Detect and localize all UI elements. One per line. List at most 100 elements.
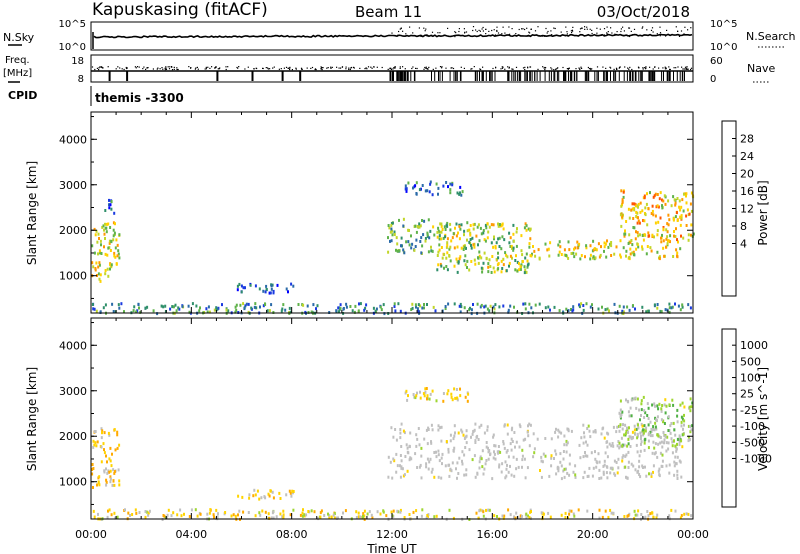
nave-dot — [134, 66, 136, 68]
data-cell — [400, 422, 403, 426]
data-cell — [461, 450, 464, 454]
data-cell — [473, 258, 476, 262]
data-cell — [512, 455, 515, 459]
nave-dot — [331, 66, 333, 68]
data-cell — [624, 432, 627, 436]
data-cell — [515, 244, 518, 248]
nave-dot — [330, 66, 332, 68]
data-cell — [643, 441, 646, 445]
nave-dot — [283, 67, 285, 69]
data-cell — [507, 470, 510, 474]
data-cell — [183, 512, 185, 516]
data-cell — [653, 452, 656, 456]
data-cell — [484, 223, 487, 227]
data-cell — [478, 250, 481, 254]
data-cell — [464, 254, 467, 258]
data-cell — [636, 221, 639, 225]
data-cell — [441, 256, 444, 260]
data-cell — [660, 409, 663, 413]
data-cell — [484, 462, 487, 466]
nave-dot — [425, 67, 427, 69]
data-cell — [457, 231, 459, 235]
data-cell — [284, 308, 287, 312]
sky-left-tick-bottom: 10^0 — [59, 42, 86, 53]
data-cell — [674, 444, 677, 448]
nave-dot — [135, 67, 137, 69]
data-cell — [109, 226, 112, 229]
data-cell — [148, 509, 151, 513]
data-cell — [640, 402, 643, 406]
data-cell — [630, 462, 633, 466]
data-cell — [505, 474, 508, 478]
data-cell — [97, 265, 100, 269]
freq-bar — [553, 71, 555, 81]
data-cell — [449, 259, 452, 263]
nave-dot — [501, 66, 503, 68]
data-cell — [667, 213, 670, 217]
nave-dot — [214, 67, 217, 69]
nave-dot — [501, 67, 504, 69]
data-cell — [649, 420, 652, 424]
data-cell — [466, 221, 469, 225]
nave-dot — [162, 68, 164, 70]
data-cell — [92, 307, 95, 311]
search-noise-dot — [528, 31, 530, 33]
nave-dot — [195, 67, 197, 69]
data-cell — [566, 471, 569, 475]
data-cell — [650, 472, 653, 476]
data-cell — [678, 205, 681, 209]
nave-dot — [645, 66, 647, 68]
data-cell — [436, 230, 439, 234]
search-noise-dot — [400, 27, 402, 29]
data-cell — [503, 446, 506, 450]
data-cell — [290, 282, 293, 286]
data-cell — [597, 452, 600, 456]
data-cell — [685, 192, 688, 196]
data-cell — [602, 470, 605, 474]
search-noise-dot — [534, 30, 537, 32]
data-cell — [477, 516, 480, 520]
data-cell — [564, 511, 567, 515]
data-cell — [109, 263, 112, 267]
data-cell — [456, 396, 459, 400]
search-noise-dot — [541, 35, 543, 37]
data-cell — [440, 237, 443, 241]
freq-panel: Freq. [MHz] 18 8 60 0 Nave — [3, 54, 775, 85]
nave-dot — [218, 68, 220, 70]
data-cell — [674, 455, 677, 459]
nave-dot — [450, 67, 452, 69]
data-cell — [478, 425, 481, 429]
data-cell — [452, 232, 455, 236]
data-cell — [330, 515, 333, 519]
data-cell — [108, 457, 111, 461]
data-cell — [631, 207, 634, 211]
data-cell — [254, 493, 257, 497]
search-noise-dot — [527, 35, 529, 37]
data-cell — [479, 508, 482, 512]
data-cell — [103, 232, 106, 236]
data-cell — [667, 415, 670, 419]
data-cell — [108, 470, 111, 474]
data-cell — [110, 200, 113, 204]
data-cell — [91, 261, 94, 265]
data-cell — [663, 422, 666, 425]
search-noise-dot — [544, 35, 546, 37]
data-cell — [511, 440, 514, 443]
data-cell — [498, 305, 501, 309]
data-cell — [632, 253, 635, 256]
nave-dot — [188, 66, 190, 68]
data-cell — [470, 243, 472, 247]
sky-left-tick-top: 10^5 — [59, 19, 86, 30]
data-cell — [462, 433, 465, 437]
data-cell — [567, 256, 570, 260]
data-cell — [563, 443, 566, 447]
data-cell — [521, 260, 524, 263]
data-cell — [368, 510, 371, 514]
data-cell — [661, 459, 664, 463]
search-noise-dot — [491, 29, 493, 32]
nave-dot — [673, 67, 675, 69]
data-cell — [449, 245, 452, 249]
data-cell — [679, 403, 682, 407]
data-cell — [113, 211, 116, 215]
